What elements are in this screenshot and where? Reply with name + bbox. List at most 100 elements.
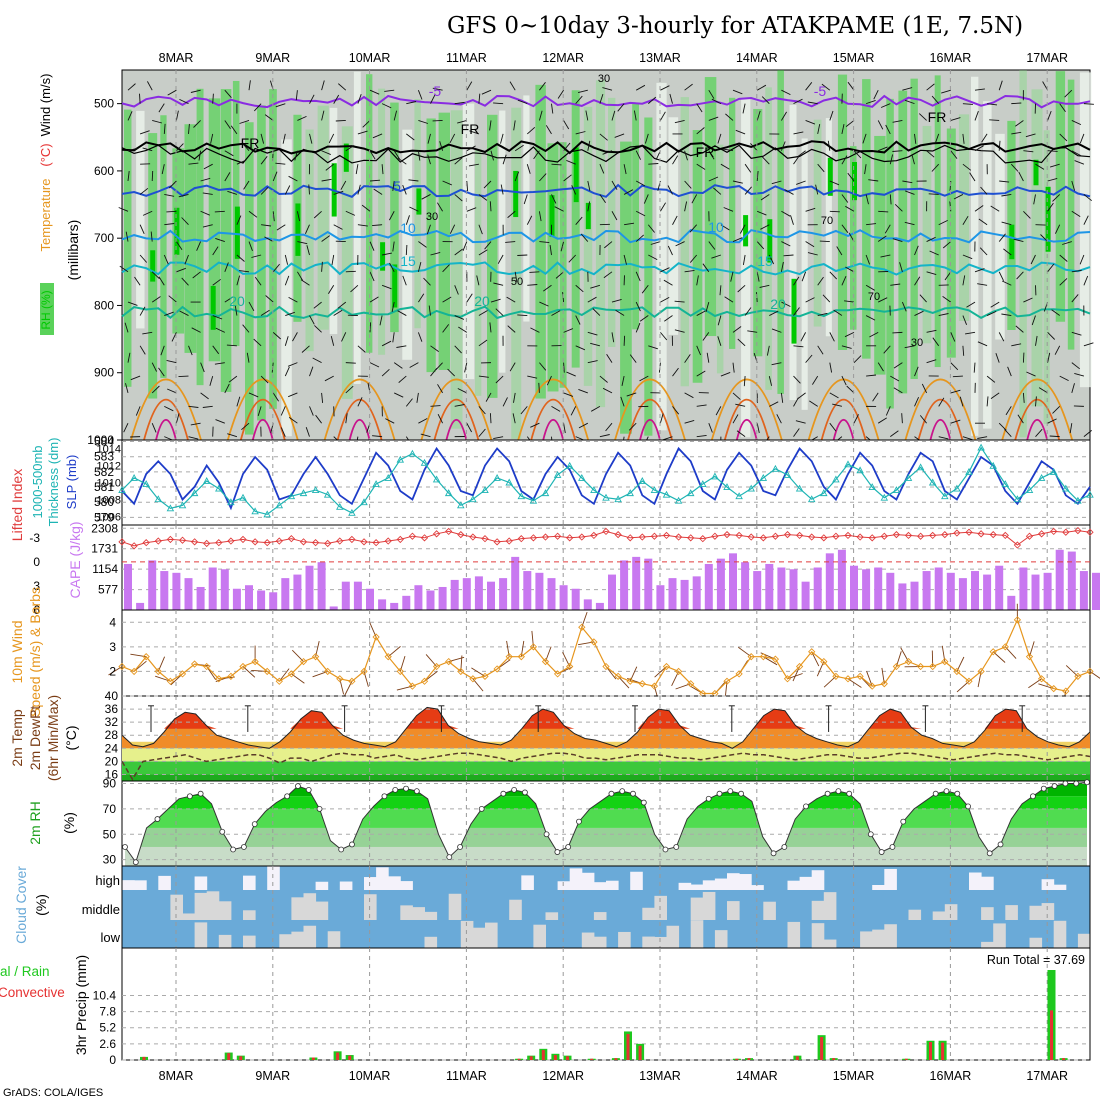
thickness-point [432, 475, 441, 483]
wind-barb [736, 430, 746, 438]
rh-shading-high [791, 278, 797, 344]
cloud-unit-label: (%) [33, 894, 49, 916]
rh-shading [704, 77, 717, 337]
cloud-cell [1029, 937, 1043, 948]
thickness-point [807, 495, 816, 503]
wind-barb [309, 133, 313, 144]
wind-barb [643, 194, 649, 204]
cloud-cell [811, 900, 825, 920]
wind-barb [381, 340, 392, 347]
wind-barb [711, 98, 722, 105]
wind-barb [639, 315, 649, 322]
wind-barb [599, 93, 604, 104]
wind-barb [674, 329, 685, 333]
wind-barb [478, 249, 488, 256]
rh-point [381, 793, 388, 800]
wind-barb [769, 401, 779, 407]
wind-barb [620, 396, 625, 407]
rh-shading [644, 117, 653, 436]
wind-barb [1022, 392, 1025, 403]
wind-barb [264, 236, 274, 242]
thickness-point [1086, 490, 1094, 498]
wind-barb [139, 254, 148, 263]
cloud-cell [714, 878, 728, 890]
li-point [445, 527, 453, 536]
thickness-point [565, 461, 574, 469]
wind-speed-point [396, 667, 404, 676]
precip-total-legend: Total / Rain [0, 964, 50, 979]
rh-point [219, 828, 226, 835]
cloud-cell [424, 936, 438, 948]
wind-barb [381, 284, 392, 290]
wind-speed-point [130, 667, 138, 676]
wind-barb [151, 423, 157, 433]
temp-axis-label: 2m Temp [9, 709, 25, 767]
rh-point [1051, 783, 1058, 789]
wind-barb [817, 163, 825, 173]
date-label: 9MAR [255, 1069, 290, 1083]
cloud-cell [702, 880, 716, 890]
wind-barb [611, 110, 616, 121]
wind-barb [324, 375, 334, 382]
wind-barb [639, 375, 649, 382]
wind-speed-point [553, 670, 562, 678]
rh-point [565, 844, 572, 850]
wind-barb [489, 322, 492, 333]
li-tick-label: 0 [33, 555, 40, 569]
wind-barb [563, 392, 574, 397]
thickness-point [602, 493, 610, 501]
wind-barb [611, 332, 615, 343]
rh-point [673, 844, 680, 850]
rh-shading [583, 106, 593, 386]
precip-tick-label: 5.2 [99, 1021, 116, 1035]
wind-barb [296, 211, 301, 222]
rh-shading [124, 109, 132, 387]
wind-barb [708, 423, 713, 433]
wind-barb [530, 422, 540, 428]
wind-barb [285, 311, 295, 316]
precip-convective-bar [590, 1058, 594, 1060]
date-label: 12MAR [542, 1069, 584, 1083]
wind-barb-10m [823, 676, 837, 688]
precip-convective-bar [614, 1058, 618, 1060]
cape-bar [1055, 549, 1064, 610]
wind-barb [430, 251, 441, 256]
precip-convective-bar [929, 1042, 932, 1060]
wind-barb [1051, 309, 1060, 316]
thickness-point [626, 489, 634, 497]
cape-bar [184, 578, 193, 610]
li-point [457, 530, 465, 539]
wind-barb [198, 150, 202, 161]
cape-bar [813, 567, 822, 610]
wind-barb [602, 387, 613, 394]
cloud-cell [243, 910, 256, 920]
thickness-tick-label: 580 [94, 495, 114, 509]
li-tick-label: -3 [29, 531, 40, 545]
wind-barb [135, 406, 141, 416]
cape-bar [1079, 571, 1088, 610]
precip-convective-bar [529, 1056, 533, 1060]
wind-barb [1047, 263, 1055, 273]
wind-barb [361, 204, 371, 212]
cloud-cell [545, 912, 559, 920]
thickness-point [735, 492, 743, 500]
wind-speed-point [977, 667, 985, 676]
wind-barb [977, 436, 988, 439]
wind-barb [181, 277, 189, 286]
wind-speed-point [747, 653, 755, 661]
li-point [759, 534, 767, 542]
li-point [263, 539, 271, 547]
wind-barb [464, 362, 468, 373]
wind-barb [168, 295, 177, 303]
wind-barb [780, 392, 784, 403]
isotherm-35-line [735, 418, 758, 441]
cape-bar [680, 579, 689, 610]
temp-band [122, 774, 1090, 781]
thickness-point [505, 478, 513, 486]
wind-speed-point [203, 662, 211, 671]
li-point [1062, 528, 1070, 536]
wind-barb [841, 155, 848, 165]
wind-barb [893, 387, 903, 394]
date-label: 15MAR [833, 1069, 875, 1083]
wind-barb [1011, 102, 1022, 105]
